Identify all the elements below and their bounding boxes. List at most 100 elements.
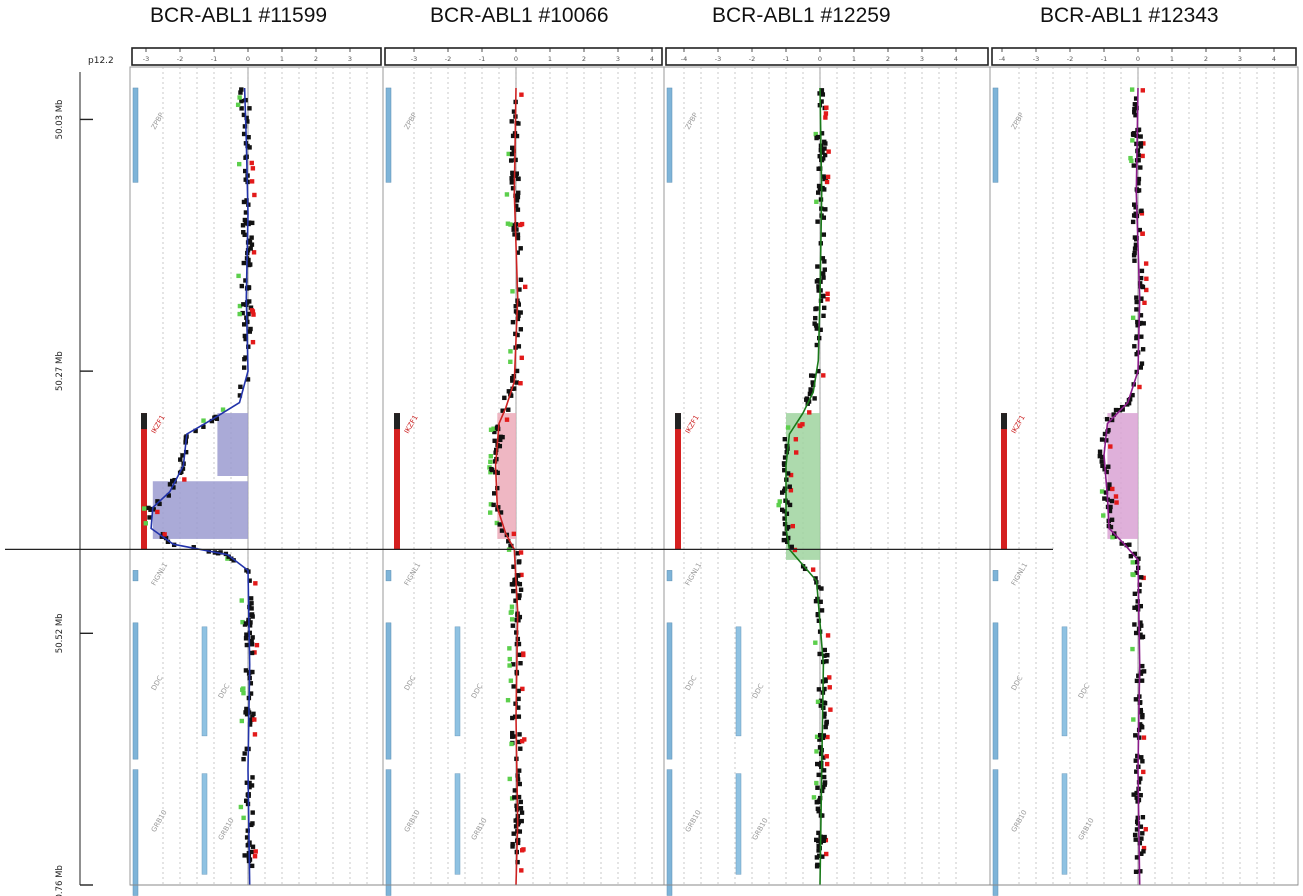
probe-point	[244, 798, 249, 804]
probe-point	[788, 472, 794, 478]
probe-point	[821, 215, 827, 220]
probe-point	[815, 134, 821, 140]
trend-line	[494, 87, 519, 886]
probe-point	[822, 152, 828, 158]
probe-point	[818, 762, 823, 767]
probe-point	[814, 780, 819, 786]
probe-point	[814, 279, 820, 284]
probe-point	[823, 111, 829, 116]
probe-point	[1107, 508, 1113, 514]
probe-point	[244, 835, 250, 840]
probe-point	[1132, 246, 1138, 251]
probe-point	[519, 868, 524, 873]
x-tick-label: 2	[1204, 55, 1208, 63]
probe-point	[782, 516, 787, 521]
probe-point	[512, 232, 517, 237]
probe-point	[510, 662, 516, 667]
probe-point	[1114, 500, 1119, 505]
probe-point	[815, 219, 820, 224]
probe-point	[247, 719, 253, 724]
probe-point	[1113, 407, 1119, 413]
probe-point	[243, 668, 249, 673]
probe-point	[821, 768, 827, 773]
gene-bar	[992, 570, 999, 582]
probe-point	[514, 203, 519, 209]
probe-point	[821, 232, 827, 237]
probe-point	[1133, 113, 1138, 118]
probe-point	[239, 718, 245, 724]
probe-point	[510, 319, 516, 325]
probe-point	[1107, 486, 1112, 491]
probe-point	[518, 799, 523, 805]
probe-point	[246, 261, 251, 267]
probe-point	[1140, 714, 1145, 720]
probe-point	[519, 221, 525, 227]
probe-point	[1138, 776, 1143, 781]
probe-point	[821, 733, 827, 738]
probe-point	[1132, 832, 1138, 838]
gene-bar-ikzf1-cap	[141, 413, 147, 430]
probe-point	[1132, 106, 1137, 112]
x-tick-label: 1	[852, 55, 856, 63]
probe-point	[1133, 758, 1138, 763]
probe-point	[817, 798, 822, 803]
probe-point	[239, 598, 244, 603]
probe-point	[1135, 753, 1140, 759]
probe-point	[236, 273, 241, 279]
probe-point	[249, 160, 254, 166]
probe-point	[510, 730, 515, 736]
probe-point	[817, 154, 822, 159]
x-tick-label: 2	[582, 55, 586, 63]
probe-point	[808, 389, 814, 394]
probe-point	[1134, 242, 1139, 248]
probe-point	[822, 267, 827, 272]
probe-point	[821, 156, 826, 161]
probe-point	[509, 176, 514, 181]
probe-point	[817, 795, 823, 801]
probe-point	[1136, 153, 1141, 158]
probe-point	[251, 711, 256, 717]
probe-point	[239, 98, 244, 104]
probe-point	[1138, 275, 1144, 281]
probe-point	[822, 259, 827, 264]
chromosome-band-label: p12.2	[88, 56, 114, 66]
gene-bar-ikzf1	[141, 413, 147, 550]
probe-point	[502, 395, 507, 401]
probe-point	[513, 331, 518, 337]
probe-point	[1124, 402, 1130, 407]
probe-point	[155, 509, 160, 515]
probe-point	[171, 485, 176, 490]
probe-point	[1133, 697, 1139, 702]
probe-point	[1134, 237, 1139, 242]
probe-point	[243, 336, 248, 342]
gene-bar	[666, 570, 673, 582]
probe-point	[520, 651, 526, 656]
probe-point	[250, 844, 256, 849]
probe-point	[824, 851, 829, 857]
probe-point	[1135, 815, 1140, 821]
gene-bar	[385, 769, 392, 896]
probe-point	[499, 528, 505, 533]
probe-point	[493, 450, 498, 455]
probe-point	[512, 581, 517, 586]
y-tick-label: 50.52 Mb	[55, 613, 65, 653]
probe-point	[1140, 759, 1145, 764]
probe-point	[813, 131, 818, 137]
probe-point	[1138, 313, 1144, 318]
probe-point	[517, 732, 522, 737]
x-tick-label: 0	[246, 55, 250, 63]
probe-point	[515, 207, 521, 212]
probe-point	[245, 377, 251, 382]
gene-bar	[132, 87, 139, 183]
probe-point	[239, 106, 244, 111]
probe-point	[1138, 165, 1143, 170]
probe-point	[1140, 347, 1146, 352]
x-tick-label: -3	[411, 55, 417, 63]
probe-point	[519, 355, 524, 361]
probe-point	[819, 608, 825, 613]
probe-point	[781, 537, 787, 543]
panel-frame	[382, 66, 665, 886]
probe-point	[252, 717, 257, 722]
probe-point	[1129, 158, 1134, 164]
